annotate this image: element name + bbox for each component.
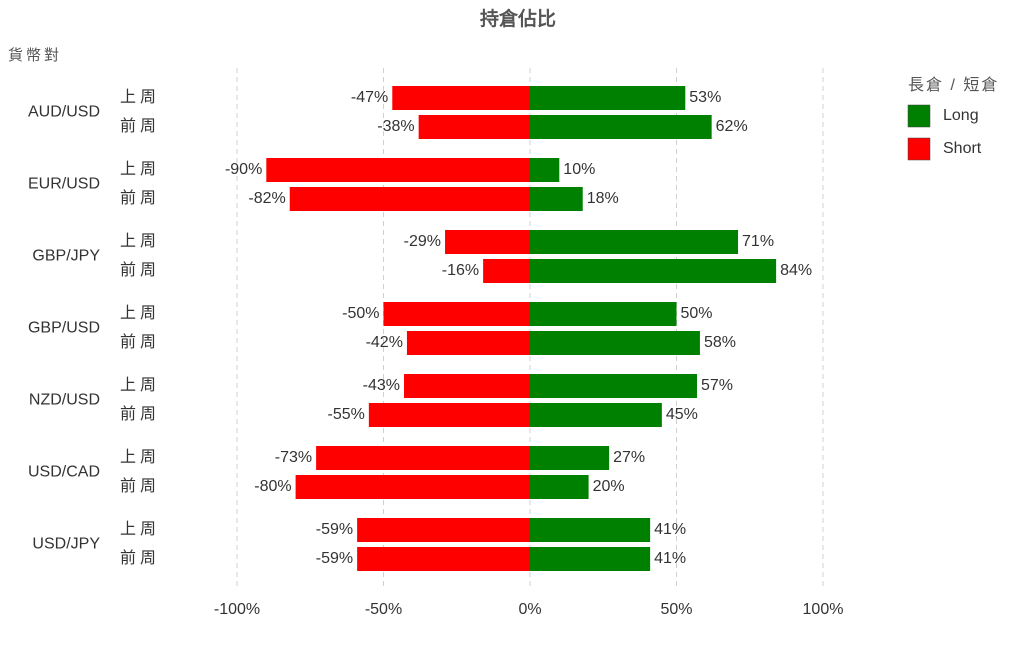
value-label: 84% bbox=[780, 262, 812, 279]
bar bbox=[357, 518, 530, 542]
legend-label: Short bbox=[943, 140, 982, 157]
value-label: 27% bbox=[613, 449, 645, 466]
legend-swatch bbox=[907, 137, 931, 161]
value-label: 58% bbox=[704, 334, 736, 351]
value-label: 10% bbox=[563, 161, 595, 178]
bar bbox=[383, 302, 530, 326]
period-label: 上周 bbox=[120, 232, 160, 250]
legend-swatch bbox=[907, 104, 931, 128]
value-label: -80% bbox=[254, 478, 291, 495]
bar bbox=[404, 374, 530, 398]
period-label: 上周 bbox=[120, 304, 160, 322]
bar bbox=[368, 403, 530, 427]
period-label: 上周 bbox=[120, 376, 160, 394]
value-label: 41% bbox=[654, 550, 686, 567]
value-label: -59% bbox=[316, 521, 353, 538]
group-label: EUR/USD bbox=[28, 176, 100, 193]
bar bbox=[289, 187, 530, 211]
x-tick-label: 100% bbox=[803, 601, 844, 618]
value-label: -29% bbox=[404, 233, 441, 250]
value-label: 20% bbox=[593, 478, 625, 495]
legend-title: 長倉 / 短倉 bbox=[908, 76, 999, 94]
period-label: 前周 bbox=[120, 117, 160, 135]
x-tick-label: 0% bbox=[518, 601, 541, 618]
bar bbox=[530, 446, 610, 470]
bar bbox=[357, 547, 530, 571]
x-tick-label: -100% bbox=[214, 601, 260, 618]
bar bbox=[295, 475, 530, 499]
bar bbox=[530, 158, 560, 182]
bar bbox=[530, 374, 698, 398]
period-label: 上周 bbox=[120, 160, 160, 178]
bar bbox=[530, 331, 700, 355]
bar bbox=[530, 259, 777, 283]
bar bbox=[392, 86, 530, 110]
bar bbox=[418, 115, 530, 139]
value-label: 41% bbox=[654, 521, 686, 538]
bar bbox=[316, 446, 530, 470]
period-label: 上周 bbox=[120, 520, 160, 538]
value-label: 62% bbox=[716, 118, 748, 135]
period-label: 前周 bbox=[120, 477, 160, 495]
value-label: -42% bbox=[366, 334, 403, 351]
value-label: 53% bbox=[689, 89, 721, 106]
value-label: 18% bbox=[587, 190, 619, 207]
bar bbox=[483, 259, 530, 283]
value-label: 45% bbox=[666, 406, 698, 423]
group-label: USD/CAD bbox=[28, 464, 100, 481]
value-label: 50% bbox=[681, 305, 713, 322]
period-label: 前周 bbox=[120, 261, 160, 279]
y-axis-title: 貨幣對 bbox=[8, 47, 62, 64]
period-label: 前周 bbox=[120, 189, 160, 207]
bar bbox=[530, 302, 677, 326]
x-tick-label: -50% bbox=[365, 601, 402, 618]
bar bbox=[530, 547, 651, 571]
value-label: -38% bbox=[377, 118, 414, 135]
value-label: -59% bbox=[316, 550, 353, 567]
value-label: -16% bbox=[442, 262, 479, 279]
legend-label: Long bbox=[943, 107, 979, 124]
x-tick-label: 50% bbox=[660, 601, 692, 618]
group-label: GBP/USD bbox=[28, 320, 100, 337]
value-label: -90% bbox=[225, 161, 262, 178]
period-label: 前周 bbox=[120, 405, 160, 423]
group-label: NZD/USD bbox=[29, 392, 100, 409]
value-label: -82% bbox=[248, 190, 285, 207]
period-label: 前周 bbox=[120, 549, 160, 567]
value-label: -55% bbox=[327, 406, 364, 423]
period-label: 上周 bbox=[120, 88, 160, 106]
bar bbox=[530, 518, 651, 542]
bar bbox=[530, 187, 583, 211]
period-label: 前周 bbox=[120, 333, 160, 351]
value-label: -73% bbox=[275, 449, 312, 466]
bar bbox=[530, 230, 739, 254]
bar bbox=[406, 331, 530, 355]
value-label: -43% bbox=[363, 377, 400, 394]
value-label: 71% bbox=[742, 233, 774, 250]
chart-title: 持倉佔比 bbox=[480, 7, 556, 30]
value-label: -50% bbox=[342, 305, 379, 322]
group-label: USD/JPY bbox=[32, 536, 100, 553]
bar bbox=[445, 230, 530, 254]
period-label: 上周 bbox=[120, 448, 160, 466]
bar bbox=[530, 86, 686, 110]
bar bbox=[530, 115, 712, 139]
bar bbox=[266, 158, 530, 182]
value-label: -47% bbox=[351, 89, 388, 106]
bar bbox=[530, 475, 589, 499]
value-label: 57% bbox=[701, 377, 733, 394]
bar bbox=[530, 403, 662, 427]
group-label: AUD/USD bbox=[28, 104, 100, 121]
group-label: GBP/JPY bbox=[32, 248, 100, 265]
